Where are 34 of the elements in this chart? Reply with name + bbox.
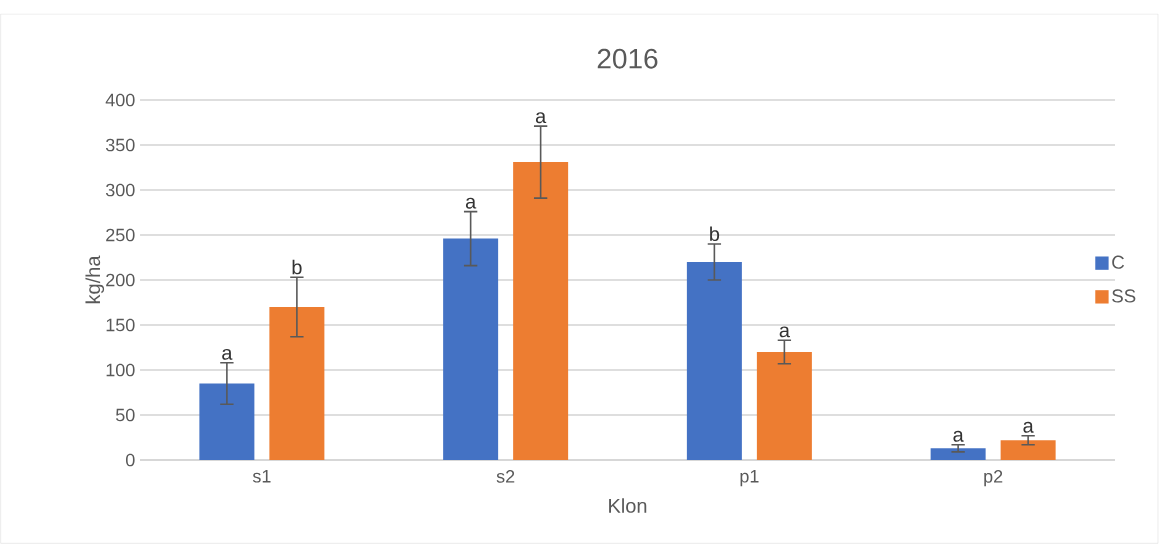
y-tick-label: 100 <box>106 363 135 377</box>
x-tick-label: p1 <box>740 470 759 487</box>
bar <box>199 383 255 460</box>
bar <box>269 307 325 460</box>
annotation: a <box>779 326 790 338</box>
annotation: a <box>1023 421 1034 433</box>
y-axis-title: kg/ha <box>85 255 105 304</box>
bar <box>686 262 742 460</box>
y-tick-label: 0 <box>126 453 135 467</box>
bar <box>930 448 986 460</box>
x-tick-label: s2 <box>496 470 515 483</box>
y-tick-label: 400 <box>105 93 135 107</box>
bar <box>756 352 812 460</box>
y-tick-label: 300 <box>105 183 135 197</box>
y-tick-label: 50 <box>115 408 135 422</box>
bar <box>513 162 569 460</box>
annotation: a <box>465 197 477 209</box>
x-axis-title: Klon <box>609 498 647 513</box>
annotation: a <box>953 430 964 442</box>
chart-title: 2016 <box>597 48 658 69</box>
annotation: b <box>710 226 720 242</box>
y-tick-label: 200 <box>106 273 135 287</box>
annotation: b <box>292 259 302 275</box>
x-tick-label: s1 <box>252 470 271 483</box>
x-tick-label: p2 <box>984 470 1003 487</box>
y-tick-label: 350 <box>105 138 135 152</box>
y-tick-label: 150 <box>106 318 135 332</box>
bar <box>1000 440 1056 460</box>
annotation: a <box>222 348 233 360</box>
bar <box>443 238 499 460</box>
legend-label: C <box>1112 255 1125 269</box>
annotation: a <box>535 112 547 124</box>
legend-label: SS <box>1112 289 1136 303</box>
y-tick-label: 250 <box>106 228 135 242</box>
